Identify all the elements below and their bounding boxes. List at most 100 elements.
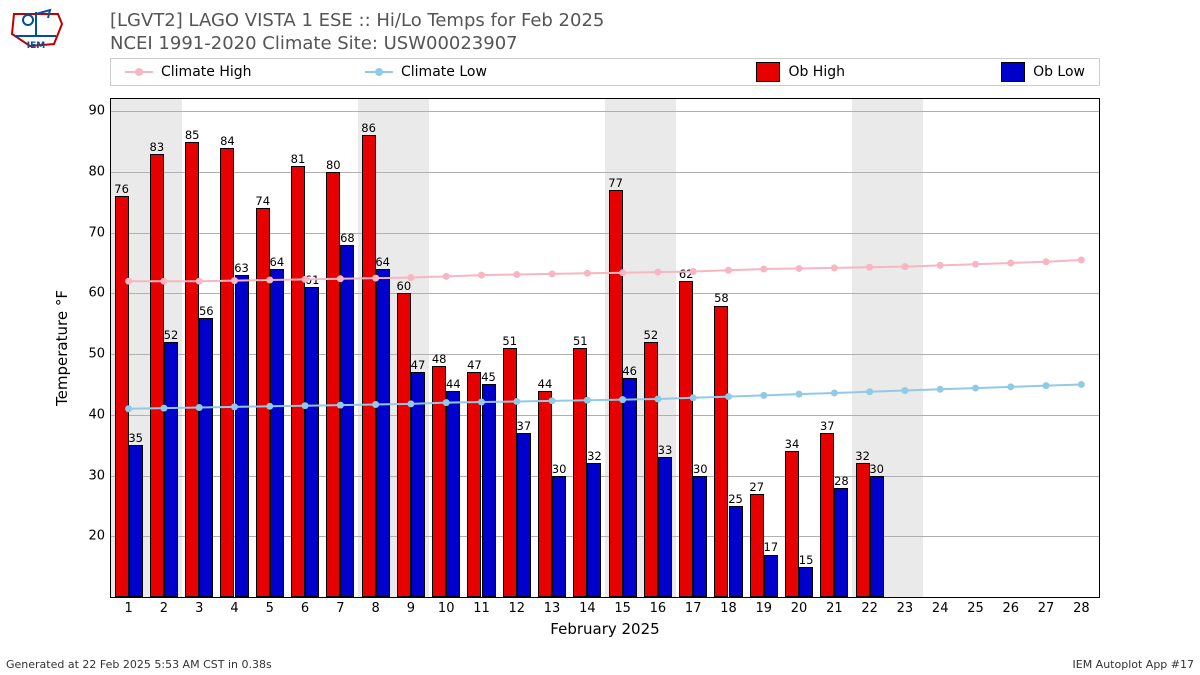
- ob-low-bar-label: 56: [199, 304, 214, 318]
- ob-low-bar: [623, 378, 637, 597]
- ob-low-bar-label: 28: [834, 474, 849, 488]
- ob-high-bar: [750, 494, 764, 597]
- x-tick-label: 6: [301, 601, 309, 616]
- ob-high-bar-label: 44: [538, 377, 553, 391]
- ob-low-bar: [834, 488, 848, 597]
- y-tick-label: 30: [88, 468, 105, 483]
- ob-high-bar-label: 51: [502, 334, 517, 348]
- ob-high-bar: [220, 148, 234, 597]
- ob-high-bar-label: 81: [291, 152, 306, 166]
- ob-low-bar-label: 64: [270, 255, 285, 269]
- climate-low-marker: [760, 392, 767, 399]
- ob-high-bar-label: 37: [820, 419, 835, 433]
- ob-high-bar: [150, 154, 164, 597]
- x-tick-label: 1: [125, 601, 133, 616]
- ob-high-bar: [432, 366, 446, 597]
- ob-low-bar: [482, 384, 496, 597]
- x-tick-label: 22: [861, 601, 878, 616]
- y-tick-label: 20: [88, 529, 105, 544]
- ob-high-bar: [256, 208, 270, 597]
- climate-high-marker: [937, 262, 944, 269]
- ob-low-bar-label: 64: [375, 255, 390, 269]
- legend: Climate High Climate Low Ob High Ob Low: [110, 58, 1100, 86]
- x-tick-label: 2: [160, 601, 168, 616]
- x-tick-label: 9: [407, 601, 415, 616]
- x-tick-label: 23: [897, 601, 914, 616]
- ob-low-bar-label: 52: [164, 328, 179, 342]
- y-tick-label: 80: [88, 164, 105, 179]
- svg-text:IEM: IEM: [27, 41, 45, 50]
- ob-low-bar: [517, 433, 531, 597]
- climate-high-marker: [584, 270, 591, 277]
- ob-high-bar: [573, 348, 587, 597]
- ob-low-bar: [376, 269, 390, 597]
- x-tick-label: 28: [1073, 601, 1090, 616]
- plot-area: 2030405060708090123456789101112131415161…: [110, 98, 1100, 598]
- x-tick-label: 15: [614, 601, 631, 616]
- climate-low-marker: [1007, 383, 1014, 390]
- x-tick-label: 21: [826, 601, 843, 616]
- ob-high-bar: [503, 348, 517, 597]
- x-tick-label: 16: [650, 601, 667, 616]
- ob-high-bar-label: 32: [855, 449, 870, 463]
- ob-high-bar-label: 84: [220, 134, 235, 148]
- ob-low-bar: [799, 567, 813, 597]
- ob-high-bar-label: 80: [326, 158, 341, 172]
- ob-low-bar: [658, 457, 672, 597]
- legend-climate-high: Climate High: [125, 64, 365, 80]
- ob-low-bar: [693, 476, 707, 597]
- climate-low-marker: [972, 385, 979, 392]
- climate-high-marker: [1043, 258, 1050, 265]
- climate-high-marker: [725, 267, 732, 274]
- climate-high-marker: [443, 273, 450, 280]
- legend-label: Ob Low: [1033, 64, 1085, 80]
- y-tick-label: 90: [88, 104, 105, 119]
- x-tick-label: 3: [195, 601, 203, 616]
- legend-label: Climate High: [161, 64, 252, 80]
- climate-high-marker: [831, 264, 838, 271]
- ob-low-bar: [446, 391, 460, 597]
- ob-low-bar-label: 30: [552, 462, 567, 476]
- x-tick-label: 4: [230, 601, 238, 616]
- climate-high-marker: [972, 261, 979, 268]
- ob-low-bar: [270, 269, 284, 597]
- ob-high-bar: [326, 172, 340, 597]
- ob-high-bar-label: 77: [608, 176, 623, 190]
- ob-low-bar: [235, 275, 249, 597]
- ob-low-bar-label: 33: [658, 443, 673, 457]
- ob-high-bar: [714, 306, 728, 598]
- ob-low-bar-label: 46: [622, 364, 637, 378]
- ob-high-bar-label: 52: [644, 328, 659, 342]
- x-tick-label: 11: [473, 601, 490, 616]
- climate-low-marker: [796, 391, 803, 398]
- ob-low-bar-label: 68: [340, 231, 355, 245]
- climate-low-marker: [1078, 381, 1085, 388]
- climate-low-marker: [831, 389, 838, 396]
- x-tick-label: 24: [932, 601, 949, 616]
- ob-low-bar: [587, 463, 601, 597]
- climate-low-marker: [937, 386, 944, 393]
- ob-low-bar: [870, 476, 884, 597]
- legend-label: Ob High: [788, 64, 845, 80]
- x-tick-label: 25: [967, 601, 984, 616]
- ob-low-bar: [199, 318, 213, 597]
- ob-low-bar: [164, 342, 178, 597]
- ob-high-bar-label: 58: [714, 291, 729, 305]
- ob-high-bar-label: 27: [749, 480, 764, 494]
- climate-high-marker: [478, 272, 485, 279]
- ob-low-bar-label: 30: [693, 462, 708, 476]
- ob-high-bar: [856, 463, 870, 597]
- ob-low-bar: [411, 372, 425, 597]
- climate-high-marker: [549, 270, 556, 277]
- ob-high-bar-label: 51: [573, 334, 588, 348]
- x-tick-label: 8: [372, 601, 380, 616]
- climate-low-marker: [1043, 382, 1050, 389]
- climate-high-marker: [513, 271, 520, 278]
- y-axis-label: Temperature °F: [53, 290, 71, 406]
- x-tick-label: 7: [336, 601, 344, 616]
- climate-high-marker: [1007, 259, 1014, 266]
- gridline: [111, 111, 1099, 112]
- x-tick-label: 18: [720, 601, 737, 616]
- x-tick-label: 13: [544, 601, 561, 616]
- legend-ob-low: Ob Low: [845, 62, 1085, 82]
